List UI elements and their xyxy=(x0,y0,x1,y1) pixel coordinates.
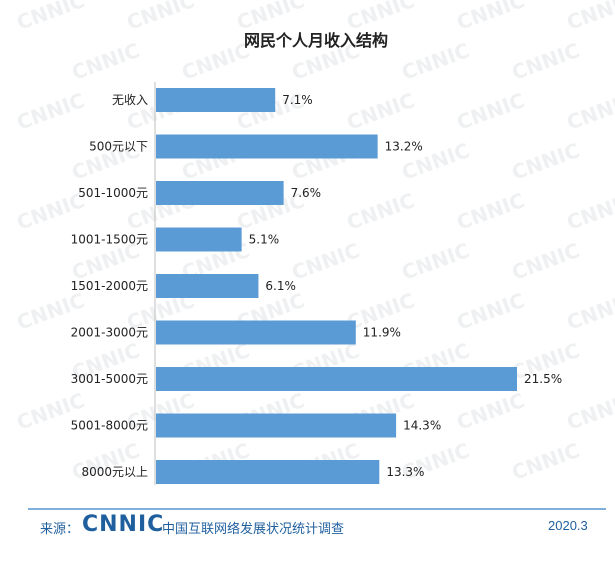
value-label: 13.2% xyxy=(385,140,423,154)
watermark-text: CNNIC xyxy=(564,288,615,335)
category-label: 5001-8000元 xyxy=(71,419,148,433)
report-date: 2020.3 xyxy=(548,518,588,533)
watermark-text: CNNIC xyxy=(509,138,583,185)
cnnic-logo: CNNIC xyxy=(82,512,165,537)
bar xyxy=(156,227,242,252)
watermark-text: CNNIC xyxy=(14,188,88,235)
watermark-text: CNNIC xyxy=(564,88,615,135)
value-label: 7.1% xyxy=(282,93,313,107)
watermark-text: CNNIC xyxy=(399,38,473,85)
watermark-text: CNNIC xyxy=(14,0,88,35)
bar xyxy=(156,274,259,298)
watermark-text: CNNIC xyxy=(289,238,363,285)
value-label: 21.5% xyxy=(524,372,562,386)
category-label: 2001-3000元 xyxy=(71,326,148,340)
source-organization: 中国互联网络发展状况统计调查 xyxy=(162,521,345,536)
watermark-text: CNNIC xyxy=(454,188,528,235)
category-label: 1001-1500元 xyxy=(71,233,148,247)
watermark-text: CNNIC xyxy=(399,238,473,285)
value-label: 7.6% xyxy=(291,186,322,200)
watermark-text: CNNIC xyxy=(509,238,583,285)
watermark-text: CNNIC xyxy=(14,88,88,135)
value-label: 5.1% xyxy=(249,233,280,247)
value-label: 11.9% xyxy=(363,326,401,340)
watermark-text: CNNIC xyxy=(509,438,583,485)
watermark-text: CNNIC xyxy=(509,38,583,85)
bar xyxy=(156,460,380,484)
watermark-text: CNNIC xyxy=(454,388,528,435)
value-label: 13.3% xyxy=(386,465,424,479)
watermark-text: CNNIC xyxy=(124,0,198,35)
bar xyxy=(156,181,284,205)
bar xyxy=(156,134,378,159)
footer-divider xyxy=(28,508,606,510)
category-label: 3001-5000元 xyxy=(71,372,148,386)
watermark-text: CNNIC xyxy=(454,0,528,35)
watermark-text: CNNIC xyxy=(454,288,528,335)
category-label: 无收入 xyxy=(112,93,148,107)
watermark-text: CNNIC xyxy=(564,0,615,35)
watermark-text: CNNIC xyxy=(344,88,418,135)
category-label: 1501-2000元 xyxy=(71,279,148,293)
watermark-text: CNNIC xyxy=(454,88,528,135)
chart-title: 网民个人月收入结构 xyxy=(244,31,388,50)
value-label: 14.3% xyxy=(403,419,441,433)
watermark-text: CNNIC xyxy=(344,0,418,35)
category-label: 8000元以上 xyxy=(81,465,148,479)
bar xyxy=(156,88,276,112)
category-label: 501-1000元 xyxy=(78,186,148,200)
value-label: 6.1% xyxy=(265,279,296,293)
watermark-text: CNNIC xyxy=(564,188,615,235)
bar xyxy=(156,413,397,438)
watermark-text: CNNIC xyxy=(344,188,418,235)
bar xyxy=(156,320,356,345)
watermark-text: CNNIC xyxy=(564,388,615,435)
bar xyxy=(156,367,517,391)
watermark-text: CNNIC xyxy=(179,38,253,85)
category-label: 500元以下 xyxy=(89,140,148,154)
watermark-text: CNNIC xyxy=(69,38,143,85)
source-label: 来源： xyxy=(40,521,80,536)
watermark-text: CNNIC xyxy=(234,0,308,35)
footer: 来源： CNNIC 中国互联网络发展状况统计调查 2020.3 xyxy=(0,508,615,548)
